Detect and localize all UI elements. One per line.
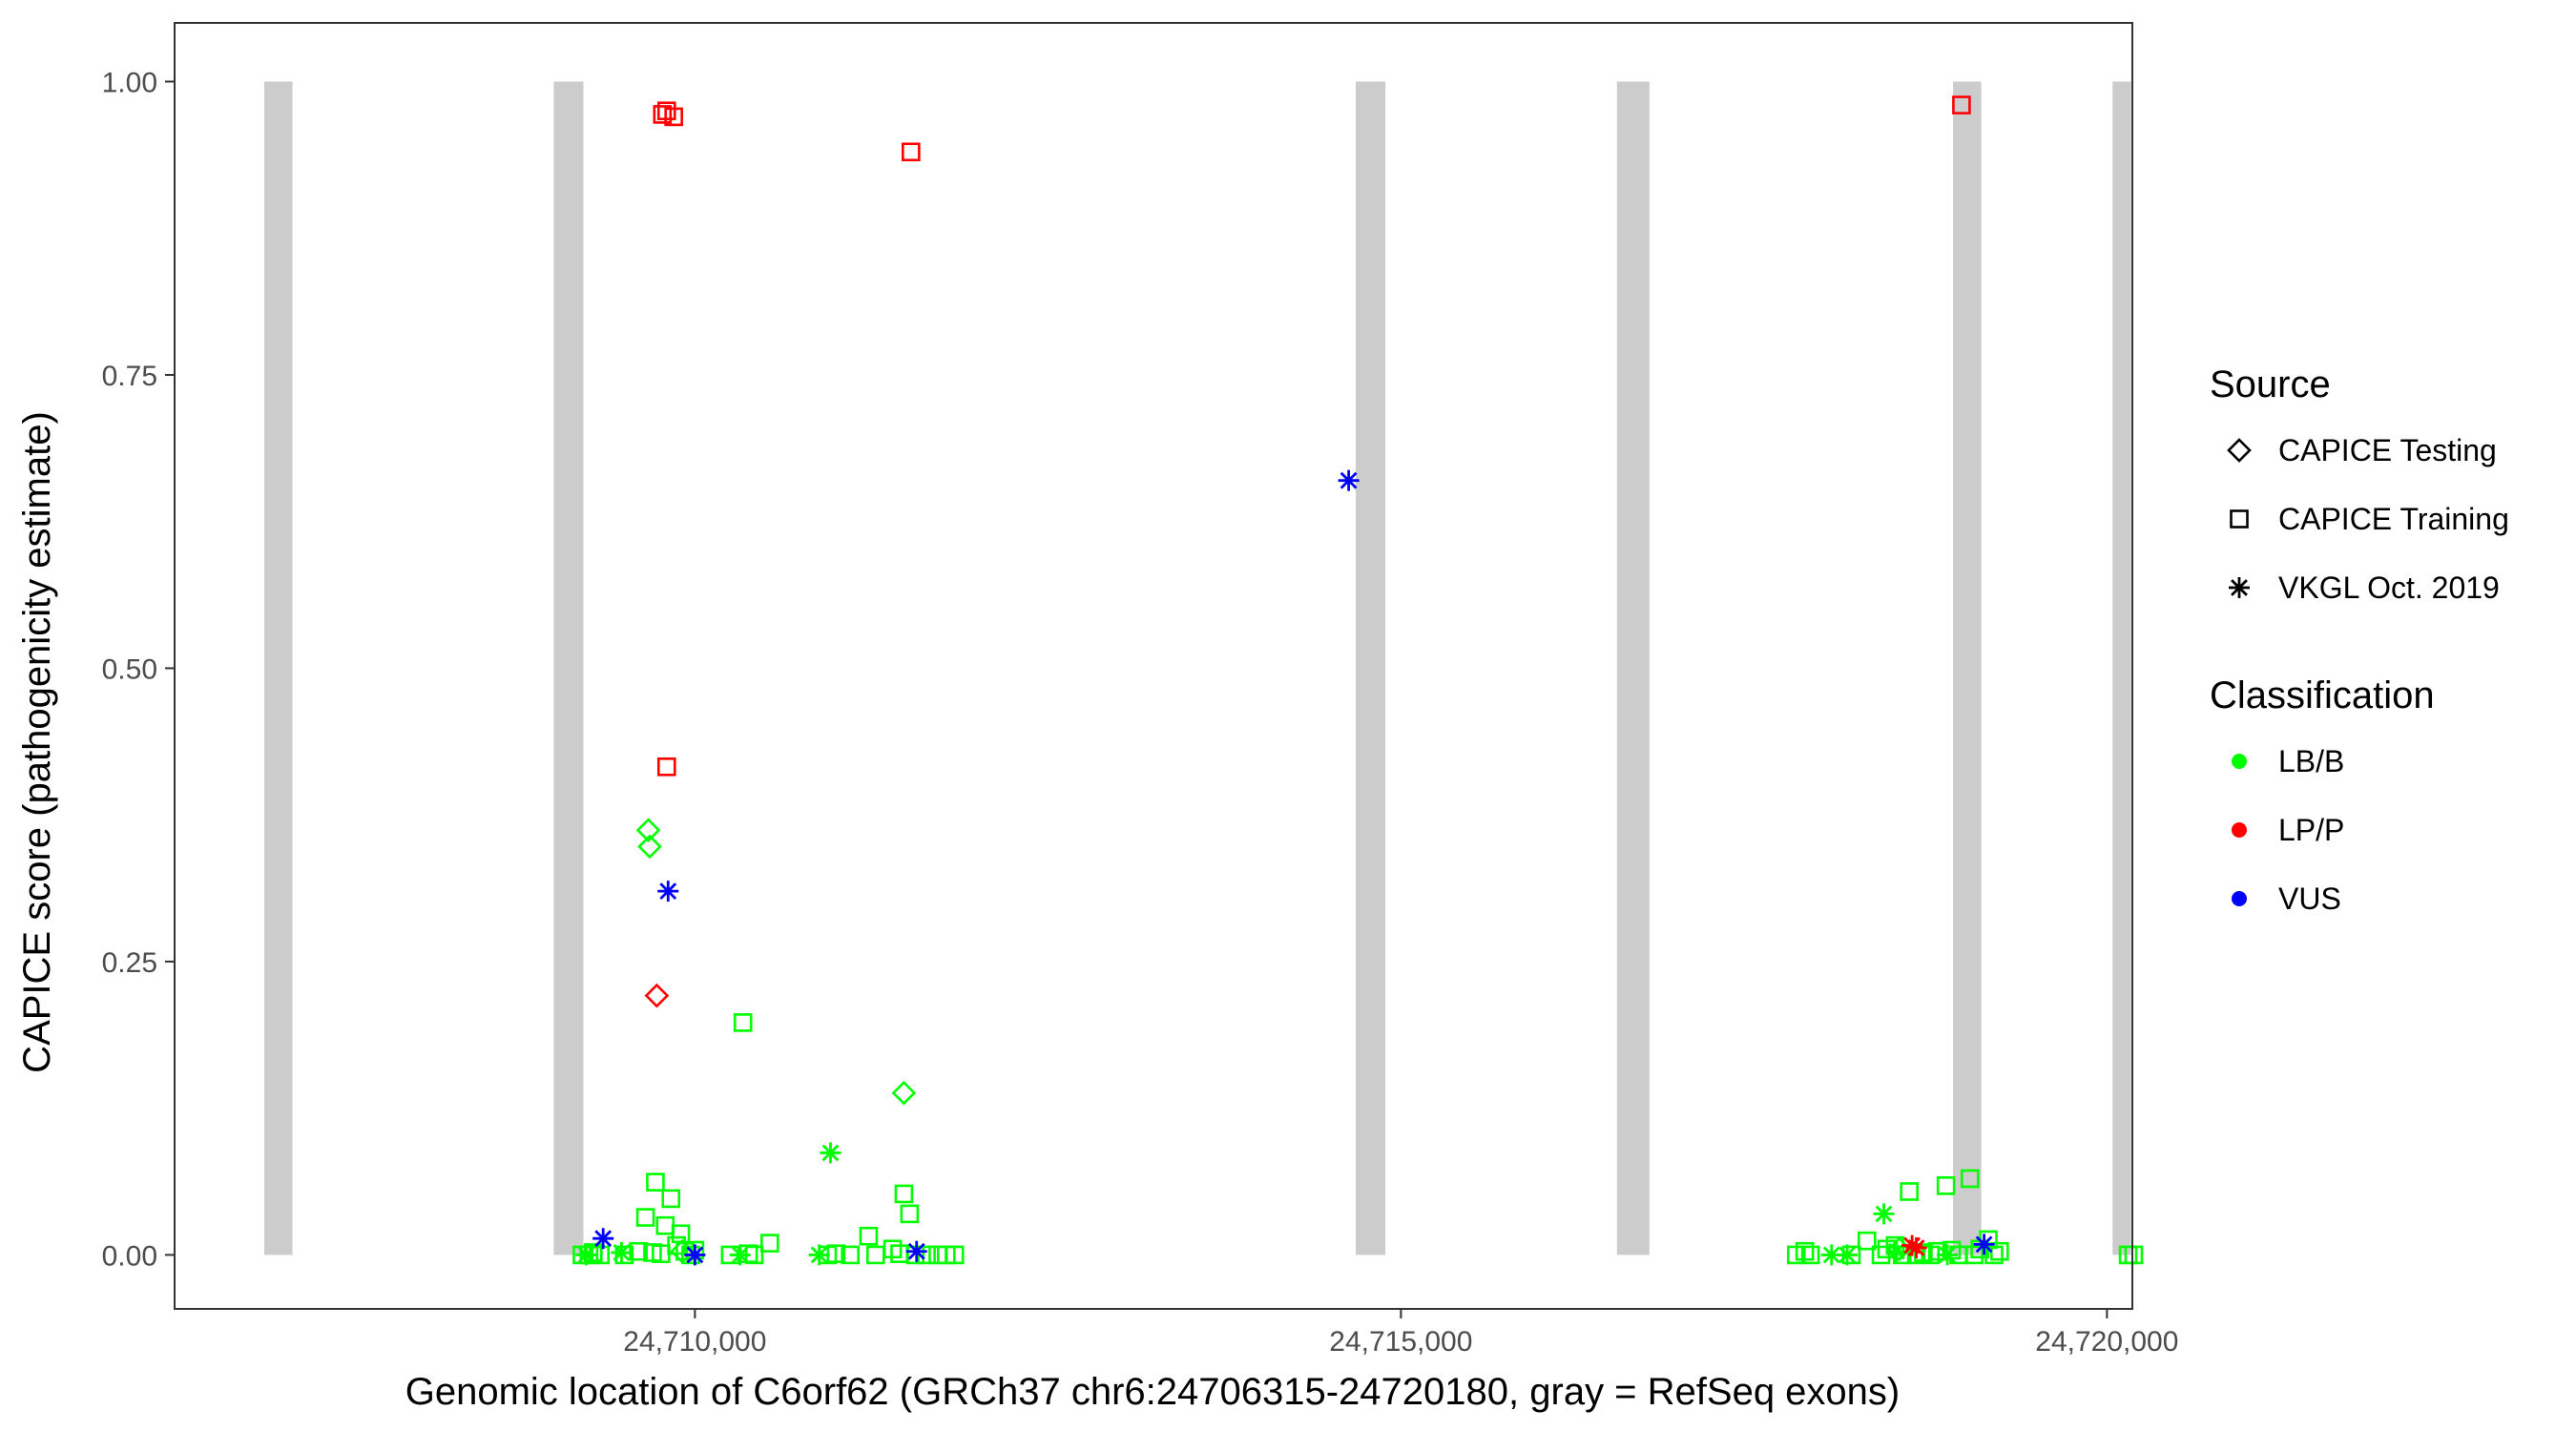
data-point-diamond xyxy=(637,834,662,860)
data-point-square xyxy=(1857,1231,1877,1251)
data-point-asterisk xyxy=(729,1244,751,1266)
data-point-asterisk xyxy=(1885,1240,1907,1262)
data-point-diamond xyxy=(644,983,670,1008)
data-points xyxy=(572,95,2144,1266)
data-point-asterisk xyxy=(575,1244,597,1266)
exon-band-2 xyxy=(553,81,584,1255)
data-point-asterisk xyxy=(1973,1234,1995,1255)
data-point-asterisk xyxy=(684,1244,706,1266)
data-point-asterisk xyxy=(611,1241,633,1263)
x-tick-label: 24,710,000 xyxy=(623,1326,766,1358)
x-axis-label: Genomic location of C6orf62 (GRCh37 chr6… xyxy=(405,1371,1901,1413)
data-point-square xyxy=(859,1226,879,1246)
legend-key-dot xyxy=(2232,891,2247,906)
y-axis: 0.00 0.25 0.50 0.75 1.00 xyxy=(102,67,175,1272)
data-point-square xyxy=(894,1184,914,1204)
data-point-square xyxy=(760,1234,779,1253)
data-point-asterisk xyxy=(1937,1244,1959,1266)
x-axis: 24,710,000 24,715,000 24,720,000 xyxy=(623,1309,2178,1358)
data-point-square xyxy=(1871,1245,1891,1265)
legend-entry-label: VKGL Oct. 2019 xyxy=(2278,570,2500,605)
legend-title: Classification xyxy=(2210,674,2435,716)
data-point-square xyxy=(902,142,921,162)
y-tick-label: 0.50 xyxy=(102,653,157,685)
legend-key-diamond xyxy=(2227,438,2252,463)
exon-bands xyxy=(263,81,2131,1255)
data-point-diamond xyxy=(635,818,661,843)
data-point-square xyxy=(1795,1241,1815,1261)
data-point-square xyxy=(653,105,673,124)
data-point-square xyxy=(900,1204,920,1224)
legend-entry-label: VUS xyxy=(2278,881,2341,916)
data-point-square xyxy=(635,1208,655,1227)
legend-entry-label: LP/P xyxy=(2278,813,2344,847)
legend-entry-label: LB/B xyxy=(2278,744,2344,778)
plot-panel-border xyxy=(174,22,2133,1310)
data-point-square xyxy=(646,1172,665,1192)
data-point-square xyxy=(1984,1245,2004,1265)
data-point-square xyxy=(1900,1182,1919,1201)
data-point-diamond xyxy=(891,1080,917,1106)
y-tick-label: 1.00 xyxy=(102,67,157,98)
data-point-square xyxy=(905,1245,925,1265)
legend: Source CAPICE Testing CAPICE Training VKGL … xyxy=(2210,363,2509,916)
data-point-asterisk xyxy=(592,1228,614,1250)
data-point-asterisk xyxy=(1873,1203,1895,1225)
y-tick-label: 0.75 xyxy=(102,361,157,392)
data-point-square xyxy=(841,1245,860,1265)
legend-entry-label: CAPICE Testing xyxy=(2278,433,2497,467)
y-tick-label: 0.00 xyxy=(102,1240,157,1272)
data-point-square xyxy=(2124,1245,2144,1265)
data-point-square xyxy=(1936,1176,1956,1195)
y-tick-label: 0.25 xyxy=(102,947,157,979)
data-point-square xyxy=(614,1245,634,1265)
data-point-square xyxy=(1952,95,1971,114)
y-axis-label: CAPICE score (pathogenicity estimate) xyxy=(16,411,58,1073)
data-point-square xyxy=(945,1245,965,1265)
x-tick-label: 24,720,000 xyxy=(2035,1326,2178,1358)
data-point-asterisk xyxy=(820,1142,841,1164)
legend-title: Source xyxy=(2210,363,2331,405)
data-point-square xyxy=(1800,1245,1820,1265)
data-point-square xyxy=(1961,1169,1980,1189)
exon-band-6 xyxy=(2112,81,2131,1255)
data-point-square xyxy=(661,1189,681,1209)
exon-band-4 xyxy=(1616,81,1650,1255)
data-point-asterisk xyxy=(905,1240,927,1262)
data-point-asterisk xyxy=(1338,469,1360,491)
exon-band-1 xyxy=(263,81,293,1255)
x-tick-label: 24,715,000 xyxy=(1329,1326,1472,1358)
data-point-square xyxy=(656,757,676,777)
data-point-asterisk xyxy=(657,881,679,902)
legend-key-asterisk xyxy=(2229,577,2250,598)
data-point-asterisk xyxy=(808,1244,830,1266)
data-point-square xyxy=(733,1013,753,1032)
exon-band-5 xyxy=(1953,81,1982,1255)
data-point-asterisk xyxy=(1905,1237,1927,1259)
legend-key-dot xyxy=(2232,754,2247,769)
data-point-square xyxy=(1964,1245,1984,1265)
data-point-square xyxy=(664,107,683,127)
legend-entry-label: CAPICE Training xyxy=(2278,502,2509,536)
exon-band-3 xyxy=(1356,81,1386,1255)
data-point-asterisk xyxy=(1820,1244,1842,1266)
legend-key-dot xyxy=(2232,822,2247,838)
data-point-asterisk xyxy=(1837,1244,1859,1266)
legend-key-square xyxy=(2230,509,2249,529)
